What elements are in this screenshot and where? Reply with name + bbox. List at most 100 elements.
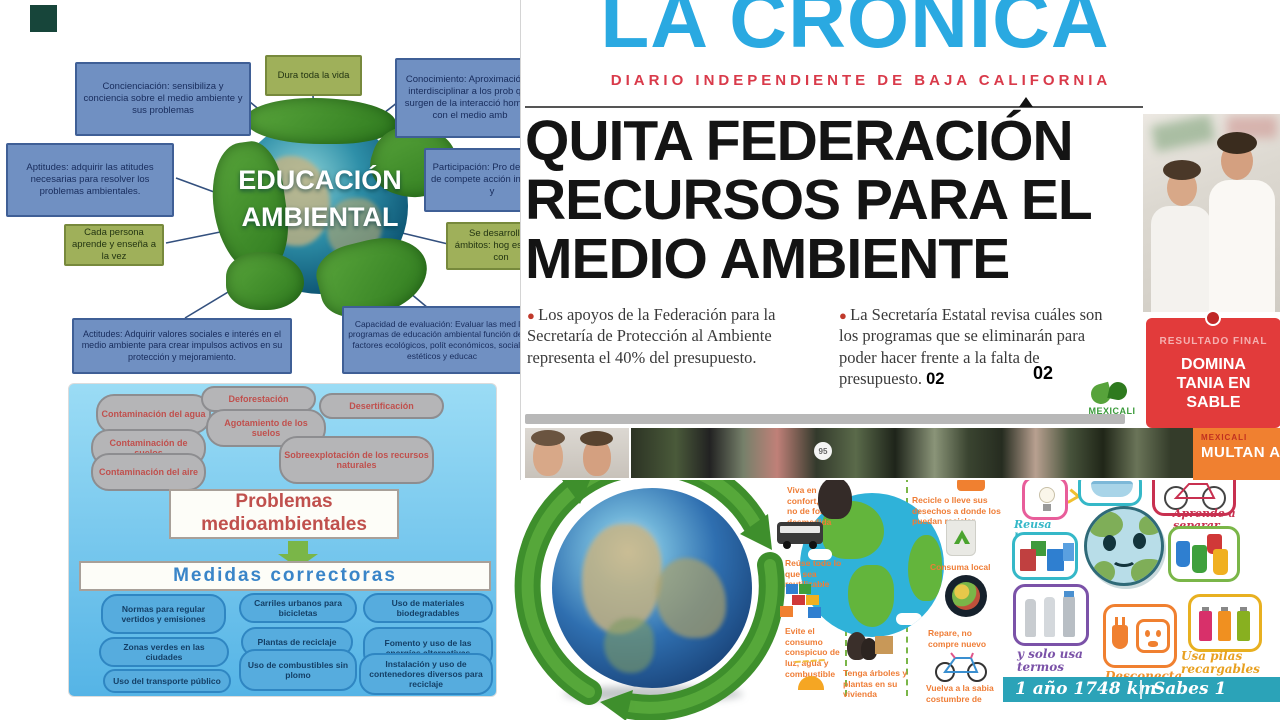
bathtub-icon xyxy=(1091,481,1133,497)
result-title: DOMINA TANIA EN SABLE xyxy=(1176,356,1251,412)
node-capacidad-evaluacion: Capacidad de evaluación: Evaluar las med… xyxy=(342,306,542,374)
problems-panel: Contaminación del agua Deforestación Des… xyxy=(68,383,497,697)
bag-blue xyxy=(1047,549,1064,571)
socket-mouth xyxy=(1148,641,1158,647)
cloud-text: Plantas de reciclaje xyxy=(257,636,337,647)
plug-bubble xyxy=(1103,604,1177,668)
crowd-photo-strip: 95 xyxy=(631,428,1193,478)
bullet-text: La Secretaría Estatal revisa cuáles son … xyxy=(839,305,1103,389)
athlete-torso xyxy=(1209,180,1275,312)
bicycle-icon xyxy=(935,652,987,682)
continent-shape xyxy=(1089,511,1123,537)
measure-cloud: Zonas verdes en las ciudades xyxy=(99,637,229,667)
multan-kicker: MEXICALI xyxy=(1201,433,1248,442)
problem-cloud: Contaminación del aire xyxy=(91,453,206,491)
continent-shape xyxy=(582,524,662,634)
orange-tag-icon xyxy=(957,478,985,491)
measure-cloud: Uso de combustibles sin plomo xyxy=(239,649,357,691)
continent-shape xyxy=(848,565,894,627)
block xyxy=(806,595,819,605)
plug-icon xyxy=(1112,625,1128,649)
grass-arrow-bottom-left xyxy=(226,252,304,310)
socket-eye xyxy=(1156,630,1161,637)
dashed-divider xyxy=(906,476,908,526)
fencers-photo xyxy=(1143,114,1280,312)
dashed-divider xyxy=(906,626,908,696)
battery-pink xyxy=(1199,611,1212,641)
node-dura-toda-la-vida: Dura toda la vida xyxy=(265,55,362,96)
block xyxy=(780,606,793,617)
block xyxy=(799,584,811,594)
deck-bullet-1: ● Los apoyos de la Federación para la Se… xyxy=(527,304,815,368)
thermos xyxy=(1063,595,1075,637)
tip-repare: Repare, no compre nuevo xyxy=(928,628,1002,649)
tan-box xyxy=(875,636,893,654)
mindmap-title: EDUCACIÓN AMBIENTAL xyxy=(222,162,418,236)
measure-cloud: Normas para regular vertidos y emisiones xyxy=(101,594,226,634)
cloud-text: Carriles urbanos para bicicletas xyxy=(254,597,342,618)
tip-text: Vuelva a la sabia costumbre de xyxy=(926,683,994,704)
plants-icon xyxy=(843,624,895,666)
headline: QUITA FEDERACIÓN RECURSOS PARA EL MEDIO … xyxy=(525,112,1143,289)
smiley-earth xyxy=(1084,506,1164,586)
node-text: Se desarrolla e ámbitos: hog escuela, co… xyxy=(454,228,548,263)
grass-arrow-top xyxy=(246,98,396,144)
bus-icon xyxy=(777,522,823,549)
bags-bubble xyxy=(1012,532,1078,580)
cloud-text: Desertificación xyxy=(349,400,414,411)
mindmap-panel: EDUCACIÓN AMBIENTAL Concienciación: sens… xyxy=(0,0,560,383)
plug-prong xyxy=(1122,617,1125,626)
cloud-text: Normas para regular vertidos y emisiones xyxy=(121,603,206,624)
sun-rays xyxy=(794,658,826,672)
newspaper-panel: LA CRÓNICA DIARIO INDEPENDIENTE DE BAJA … xyxy=(520,0,1280,480)
blocks-icon xyxy=(780,582,826,620)
section-divider-bar xyxy=(525,414,1125,424)
result-label: RESULTADO FINAL xyxy=(1159,336,1268,347)
node-text: Participación: Pro desarrollo de compete… xyxy=(431,162,553,197)
lightbulb-base xyxy=(1043,504,1051,511)
measures-title-box: Medidas correctoras xyxy=(79,561,491,591)
smiley-mouth xyxy=(1111,551,1137,567)
node-text: Aptitudes: adquirir las atitudes necesar… xyxy=(26,162,154,197)
sun-icon xyxy=(792,670,828,690)
multan-title: MULTAN A xyxy=(1201,444,1280,461)
node-text: Concienciación: sensibiliza y conciencia… xyxy=(83,81,243,116)
down-arrow xyxy=(288,541,308,554)
socket-eye xyxy=(1145,630,1150,637)
mindmap-title-line2: AMBIENTAL xyxy=(241,202,399,232)
footer-divider xyxy=(1140,680,1142,699)
athlete-torso xyxy=(1151,206,1211,312)
cloud-text: Zonas verdes en las ciudades xyxy=(123,641,205,662)
battery-orange xyxy=(1218,611,1231,641)
crowd-badge-number: 95 xyxy=(818,446,828,456)
cloud-shape xyxy=(896,613,922,625)
corner-swatch xyxy=(30,5,57,32)
page-ref: 02 xyxy=(926,370,945,389)
measure-cloud: Carriles urbanos para bicicletas xyxy=(239,593,357,623)
cloud-shape xyxy=(918,511,940,522)
recycle-bin-icon xyxy=(946,520,976,556)
trash-bag-icon xyxy=(818,477,852,519)
tip-recicle: Recicle o lleve sus desechos a donde los… xyxy=(912,495,1004,527)
headline-line1: QUITA FEDERACIÓN xyxy=(525,109,1074,173)
measure-cloud: Instalación y uso de contenedores divers… xyxy=(359,653,493,695)
footer-right-text: Sabes 1 xyxy=(1153,679,1227,699)
tip-evite-consumo: Evite el consumo conspicuo de luz, agua … xyxy=(785,626,847,679)
block xyxy=(808,607,821,618)
bus-wheel xyxy=(809,541,817,549)
node-text: Actitudes: Adquirir valores sociales e i… xyxy=(81,329,283,362)
eco-logo-text: MEXICALI xyxy=(1088,406,1136,416)
bullet-dot: ● xyxy=(839,308,851,323)
food-plate-icon xyxy=(945,575,987,617)
node-concienciacion: Concienciación: sensibiliza y conciencia… xyxy=(75,62,251,136)
smiley-eye xyxy=(1103,535,1116,551)
script-text: y solo usa termos xyxy=(1017,647,1083,674)
food xyxy=(952,582,980,610)
athlete-hair xyxy=(1217,132,1257,154)
cloud-text: Uso de materiales biodegradables xyxy=(391,597,465,618)
cloud-text: Agotamiento de los suelos xyxy=(224,417,308,438)
node-aptitudes: Aptitudes: adquirir las atitudes necesar… xyxy=(6,143,174,217)
continent-shape xyxy=(908,535,942,601)
node-text: Conocimiento: Aproximación e interdiscip… xyxy=(404,74,536,121)
tip-consuma-local: Consuma local xyxy=(930,562,1002,573)
